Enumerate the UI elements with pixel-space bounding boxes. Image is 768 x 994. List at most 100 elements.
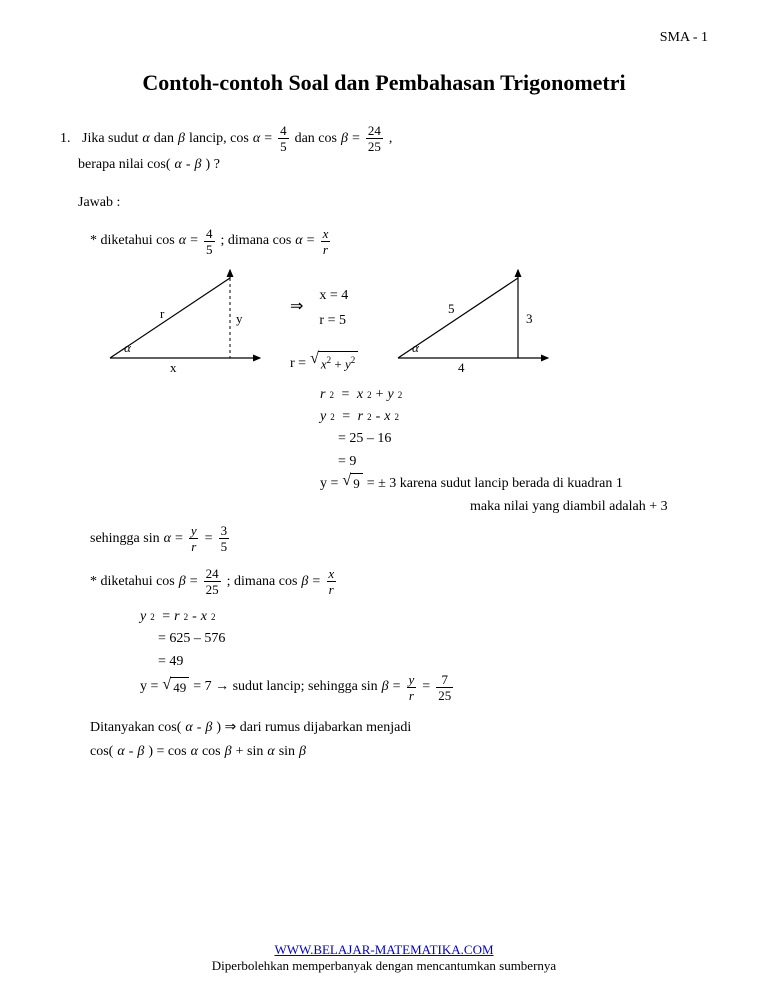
numerator: x <box>326 567 336 581</box>
eq: = <box>422 676 430 698</box>
alpha: α <box>179 229 186 253</box>
page: SMA - 1 Contoh-contoh Soal dan Pembahasa… <box>0 0 768 994</box>
eq: = <box>307 229 315 253</box>
x-value: x = 4 <box>319 283 348 308</box>
fraction: y r <box>407 673 417 702</box>
beta: β <box>195 153 202 177</box>
alpha: α <box>191 740 198 764</box>
triangle-diagram-2: 5 3 4 α <box>378 268 558 378</box>
lhs: r <box>320 384 325 406</box>
text: * diketahui cos <box>90 570 175 594</box>
fraction: 3 5 <box>219 524 230 553</box>
alpha: α <box>164 527 171 551</box>
eq: = <box>264 127 272 151</box>
text: dan cos <box>295 127 337 151</box>
numerator: 7 <box>439 673 450 687</box>
alpha-label: α <box>412 340 420 355</box>
fraction: x r <box>326 567 336 596</box>
text: - <box>197 716 202 740</box>
answer-label: Jawab : <box>78 191 708 215</box>
fraction: y r <box>189 524 199 553</box>
alpha: α <box>175 153 182 177</box>
text: = 7 → sudut lancip; sehingga sin <box>193 676 377 698</box>
calc-line: = 9 <box>338 451 708 473</box>
final-line-1: Ditanyakan cos( α - β ) ⇒ dari rumus dij… <box>90 716 708 740</box>
rhs: = <box>339 406 354 428</box>
rhs: = <box>338 384 353 406</box>
fraction: x r <box>321 227 331 256</box>
eq: = <box>175 527 183 551</box>
text: berapa nilai cos( <box>78 153 171 177</box>
sqrt: √9 <box>342 473 362 495</box>
known-2: * diketahui cos β = 24 25 ; dimana cos β… <box>90 567 708 596</box>
beta: β <box>382 676 389 698</box>
known-1: * diketahui cos α = 4 5 ; dimana cos α =… <box>90 227 708 256</box>
q-num: 1. <box>60 127 71 151</box>
beta: β <box>299 740 306 764</box>
text: cos( <box>90 740 113 764</box>
denominator: r <box>327 581 336 596</box>
denominator: 5 <box>219 538 230 553</box>
text: * diketahui cos <box>90 229 175 253</box>
lhs: y <box>320 406 326 428</box>
fraction: 4 5 <box>278 124 289 153</box>
numerator: 4 <box>204 227 215 241</box>
text: dan <box>154 127 174 151</box>
sqrt: √49 <box>162 677 189 699</box>
alpha: α <box>185 716 192 740</box>
text: cos <box>202 740 221 764</box>
text: ) = cos <box>148 740 186 764</box>
fraction: 24 25 <box>366 124 383 153</box>
text: Ditanyakan cos( <box>90 716 181 740</box>
eq: = <box>190 229 198 253</box>
diagram-row: r y x α ⇒ x = 4 r = 5 r = √ <box>90 268 708 378</box>
alpha: α <box>295 229 302 253</box>
calc-line: maka nilai yang diambil adalah + 3 <box>470 496 708 518</box>
beta: β <box>179 570 186 594</box>
text: + sin <box>236 740 264 764</box>
footer-text: Diperbolehkan memperbanyak dengan mencan… <box>212 958 556 973</box>
numerator: 4 <box>278 124 289 138</box>
eq: = <box>190 570 198 594</box>
footer-link[interactable]: WWW.BELAJAR-MATEMATIKA.COM <box>274 942 493 957</box>
beta: β <box>178 127 185 151</box>
triangle-diagram-1: r y x α <box>90 268 270 378</box>
beta: β <box>301 570 308 594</box>
fraction: 4 5 <box>204 227 215 256</box>
mid-equations: ⇒ x = 4 r = 5 r = √ x2 + y2 <box>290 283 358 377</box>
beta: β <box>341 127 348 151</box>
denominator: 5 <box>204 241 215 256</box>
text: ) ⇒ dari rumus dijabarkan menjadi <box>216 716 411 740</box>
content: 1. Jika sudut α dan β lancip, cos α = 4 … <box>60 124 708 764</box>
alpha: α <box>267 740 274 764</box>
sin-alpha-line: sehingga sin α = y r = 3 5 <box>90 524 708 553</box>
text: lancip, cos <box>189 127 249 151</box>
calc-block-2: y2 = r2 - x2 = 625 – 576 = 49 y = √49 = … <box>140 606 708 702</box>
eq: = <box>312 570 320 594</box>
page-title: Contoh-contoh Soal dan Pembahasan Trigon… <box>60 70 708 96</box>
eq: = <box>393 676 401 698</box>
text: sin <box>279 740 295 764</box>
text: - <box>186 153 191 177</box>
numerator: 24 <box>366 124 383 138</box>
alpha: α <box>253 127 260 151</box>
numerator: x <box>321 227 331 241</box>
numerator: y <box>189 524 199 538</box>
calc-line: = 25 – 16 <box>338 428 708 450</box>
denominator: r <box>321 241 330 256</box>
page-label: SMA - 1 <box>60 30 708 46</box>
text: y = <box>140 676 158 698</box>
denominator: 25 <box>436 687 453 702</box>
r-label: 5 <box>448 301 455 316</box>
text: y = <box>320 473 338 495</box>
implies-symbol: ⇒ <box>290 293 303 322</box>
eq: = <box>205 527 213 551</box>
denominator: r <box>189 538 198 553</box>
final-line-2: cos( α - β ) = cos α cos β + sin α sin β <box>90 740 708 764</box>
text: r = <box>290 351 306 376</box>
text: = ± 3 karena sudut lancip berada di kuad… <box>367 473 623 495</box>
text: , <box>389 127 393 151</box>
r-value: r = 5 <box>319 308 348 333</box>
x-label: 4 <box>458 360 465 375</box>
eq: = <box>352 127 360 151</box>
